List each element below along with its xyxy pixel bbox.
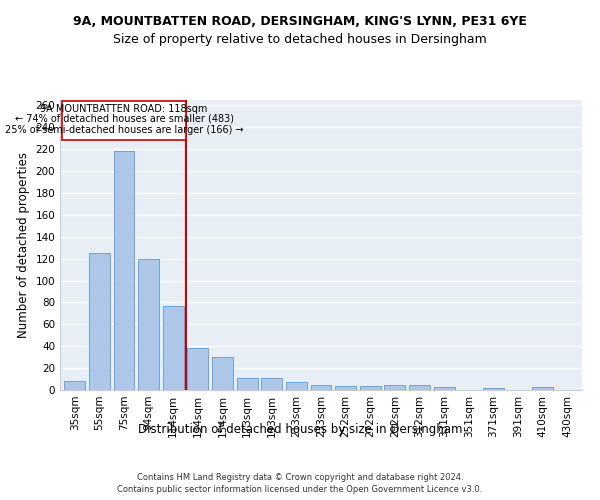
Bar: [113, 152, 134, 390]
Bar: [409, 384, 430, 390]
Text: Contains HM Land Registry data © Crown copyright and database right 2024.: Contains HM Land Registry data © Crown c…: [137, 472, 463, 482]
Bar: [483, 388, 504, 390]
Bar: [434, 386, 455, 390]
Text: 9A, MOUNTBATTEN ROAD, DERSINGHAM, KING'S LYNN, PE31 6YE: 9A, MOUNTBATTEN ROAD, DERSINGHAM, KING'S…: [73, 15, 527, 28]
Bar: [236, 378, 257, 390]
Text: Distribution of detached houses by size in Dersingham: Distribution of detached houses by size …: [138, 422, 462, 436]
Bar: [286, 382, 307, 390]
Y-axis label: Number of detached properties: Number of detached properties: [17, 152, 30, 338]
Text: 9A MOUNTBATTEN ROAD: 118sqm: 9A MOUNTBATTEN ROAD: 118sqm: [40, 104, 208, 114]
Bar: [360, 386, 381, 390]
Text: ← 74% of detached houses are smaller (483): ← 74% of detached houses are smaller (48…: [14, 114, 233, 124]
FancyBboxPatch shape: [62, 101, 185, 140]
Bar: [163, 306, 184, 390]
Bar: [335, 386, 356, 390]
Bar: [187, 348, 208, 390]
Bar: [385, 384, 406, 390]
Bar: [89, 253, 110, 390]
Text: Size of property relative to detached houses in Dersingham: Size of property relative to detached ho…: [113, 32, 487, 46]
Bar: [138, 258, 159, 390]
Bar: [64, 381, 85, 390]
Bar: [311, 384, 331, 390]
Bar: [261, 378, 282, 390]
Text: 25% of semi-detached houses are larger (166) →: 25% of semi-detached houses are larger (…: [5, 124, 244, 134]
Bar: [212, 357, 233, 390]
Text: Contains public sector information licensed under the Open Government Licence v3: Contains public sector information licen…: [118, 485, 482, 494]
Bar: [532, 386, 553, 390]
